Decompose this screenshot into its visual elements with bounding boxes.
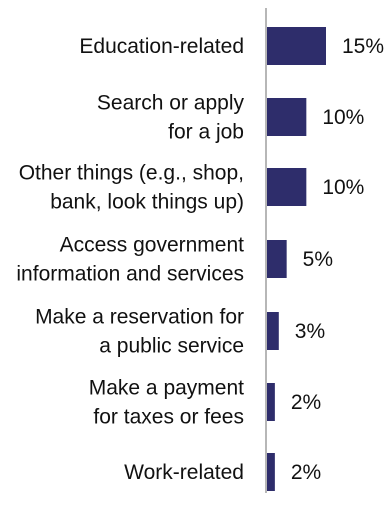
category-label: Other things (e.g., shop, [19, 162, 244, 185]
bar [267, 453, 275, 491]
value-label: 15% [342, 35, 384, 58]
bar [267, 98, 307, 136]
category-label: bank, look things up) [50, 191, 244, 214]
value-label: 5% [303, 248, 333, 271]
value-label: 2% [291, 391, 321, 414]
category-label: Search or apply [97, 92, 245, 115]
bar [267, 27, 326, 65]
category-label: information and services [16, 263, 244, 286]
bar [267, 383, 275, 421]
bars-layer [267, 27, 326, 491]
value-label: 10% [322, 176, 364, 199]
category-label: Access government [60, 234, 245, 257]
category-label: a public service [99, 335, 244, 358]
category-label: Education-related [79, 35, 244, 58]
bar [267, 168, 307, 206]
category-label: for taxes or fees [93, 406, 244, 429]
category-label: for a job [168, 121, 244, 144]
value-label: 3% [295, 320, 325, 343]
bar [267, 240, 287, 278]
category-labels-layer: Education-related Search or apply for a jo… [16, 35, 244, 484]
value-label: 2% [291, 461, 321, 484]
category-label: Work-related [124, 461, 244, 484]
bar [267, 312, 279, 350]
category-label: Make a payment [89, 377, 244, 400]
value-label: 10% [322, 106, 364, 129]
category-label: Make a reservation for [35, 306, 244, 329]
value-labels-layer: 15% 10% 10% 5% 3% 2% 2% [291, 35, 384, 484]
